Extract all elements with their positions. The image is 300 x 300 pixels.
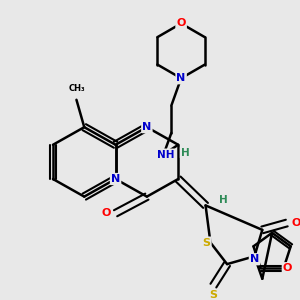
Text: O: O xyxy=(283,263,292,273)
Text: N: N xyxy=(250,254,259,264)
Text: O: O xyxy=(176,19,186,28)
Text: H: H xyxy=(181,148,189,158)
Text: O: O xyxy=(101,208,110,218)
Text: N: N xyxy=(176,73,186,83)
Text: S: S xyxy=(209,290,217,300)
Text: H: H xyxy=(219,195,228,205)
Text: O: O xyxy=(292,218,300,228)
Text: N: N xyxy=(142,122,152,132)
Text: NH: NH xyxy=(157,150,174,160)
Text: CH₃: CH₃ xyxy=(68,84,85,93)
Text: S: S xyxy=(202,238,211,248)
Text: N: N xyxy=(111,174,120,184)
